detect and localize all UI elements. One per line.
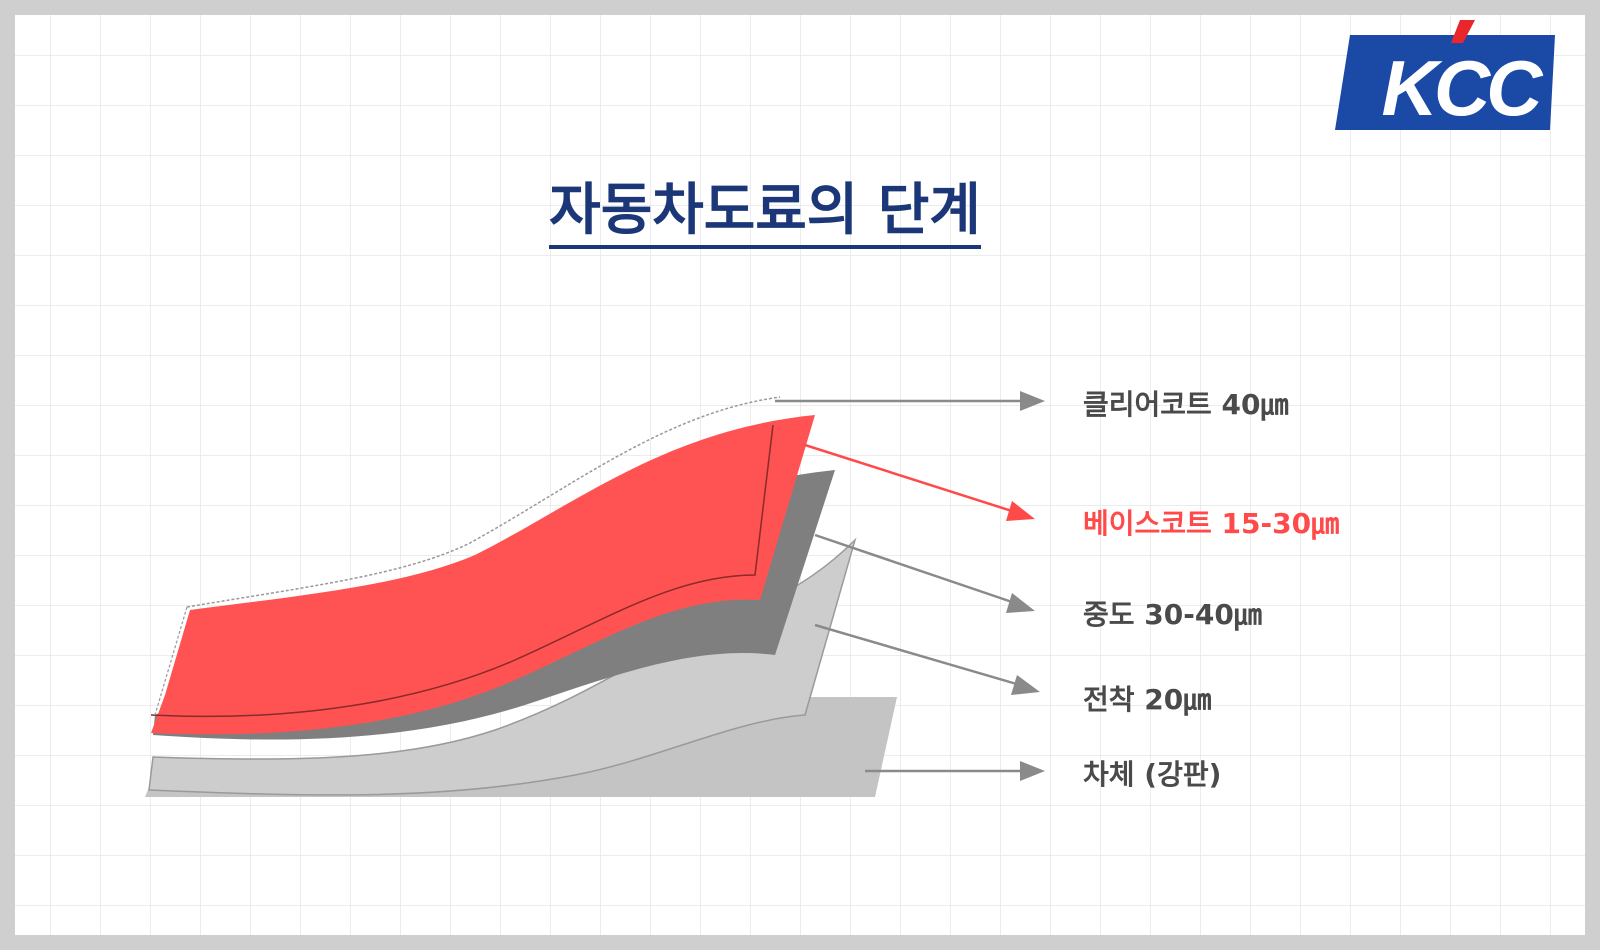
slide: KCC 자동차도료의 단계 클리어코트 40㎛ 베이스코트 15-30㎛ 중도 … — [15, 15, 1585, 935]
layer-label: 베이스코트 15-30㎛ — [1083, 507, 1340, 540]
logo-tick — [1451, 20, 1475, 43]
layer-label: 전착 20㎛ — [1083, 683, 1212, 716]
arrowhead — [1020, 391, 1045, 411]
basecoat-edge — [150, 424, 774, 718]
layer-label: 차체 (강판) — [1083, 758, 1222, 791]
layer-clearcoat — [186, 396, 781, 608]
layer-label: 클리어코트 40㎛ — [1083, 388, 1289, 421]
logo-box — [1335, 35, 1555, 130]
arrowhead — [1011, 675, 1040, 695]
arrowhead — [1020, 761, 1045, 781]
layer-label: 중도 30-40㎛ — [1083, 598, 1262, 631]
arrow — [804, 443, 1016, 514]
title-text: 자동차도료의 단계 — [549, 178, 981, 249]
logo: KCC — [1381, 44, 1543, 132]
title: 자동차도료의 단계 — [15, 165, 1515, 249]
layer-ecoat — [148, 537, 857, 796]
arrow — [814, 533, 1016, 605]
layer-basecoat — [151, 415, 815, 735]
diagram — [15, 15, 1585, 935]
arrowhead — [1006, 593, 1035, 613]
arrowhead — [1006, 501, 1035, 521]
clearcoat-edge — [154, 606, 188, 716]
arrows — [775, 391, 1045, 781]
arrow — [814, 623, 1021, 687]
